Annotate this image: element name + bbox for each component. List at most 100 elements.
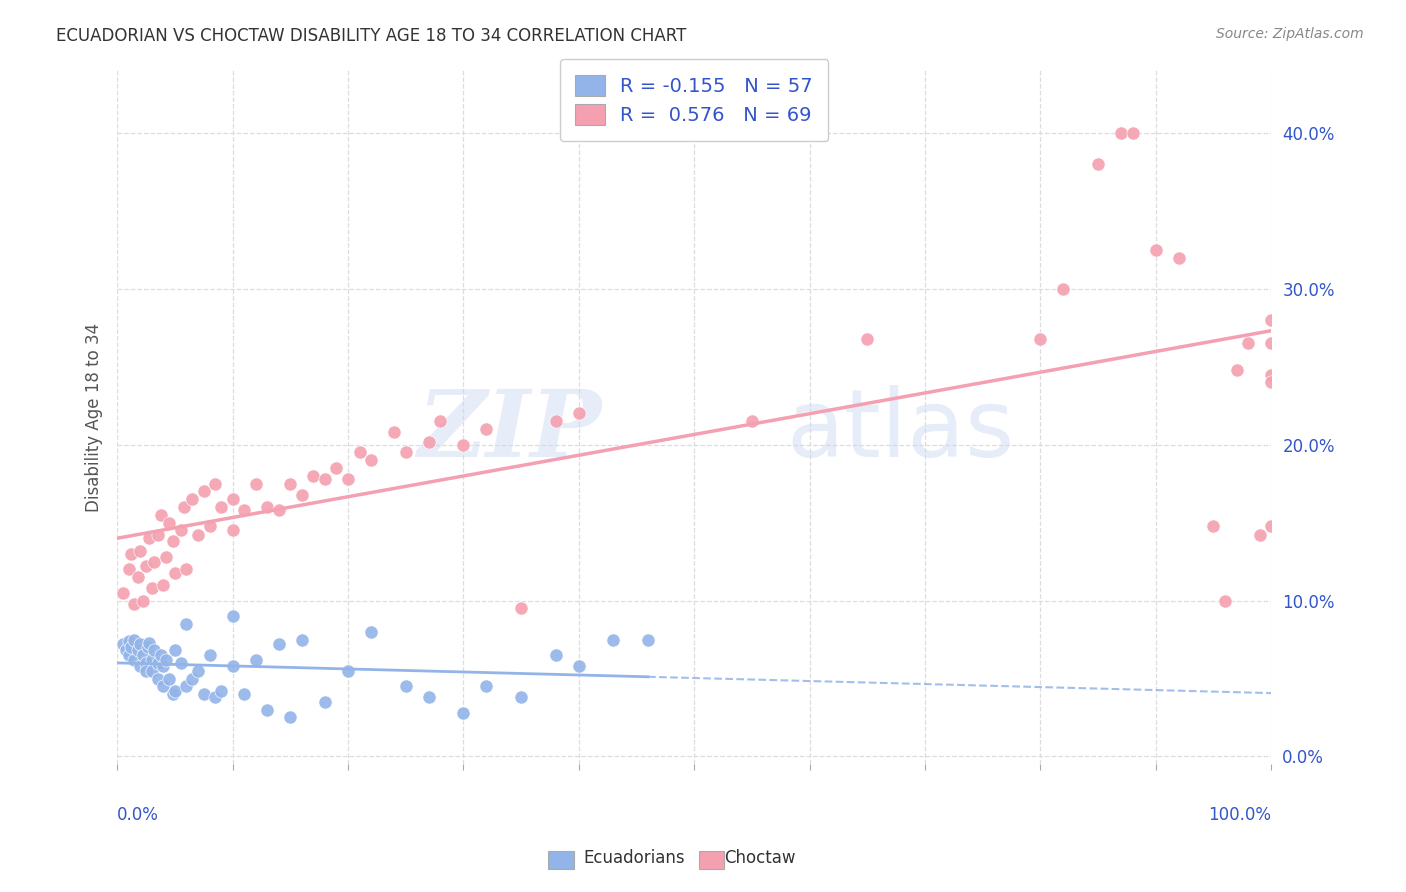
Point (143, 643, 166, 657)
Point (120, 547, 142, 561)
Point (146, 656, 169, 670)
Point (325, 461, 347, 475)
Point (291, 632, 314, 647)
Point (349, 445, 371, 459)
Point (163, 643, 186, 657)
Point (124, 653, 146, 667)
Point (127, 570, 149, 584)
Point (475, 422, 498, 436)
Point (141, 664, 163, 678)
Point (221, 524, 243, 538)
Point (152, 659, 174, 673)
Point (1122, 126, 1144, 140)
Point (1202, 518, 1225, 533)
Point (568, 407, 591, 421)
Point (141, 653, 163, 667)
Point (138, 635, 160, 649)
Point (135, 656, 157, 670)
Point (155, 549, 177, 564)
Point (181, 492, 204, 507)
Point (173, 500, 195, 514)
Text: Ecuadorians: Ecuadorians (583, 849, 685, 867)
Legend: R = -0.155   N = 57, R =  0.576   N = 69: R = -0.155 N = 57, R = 0.576 N = 69 (560, 60, 828, 141)
Point (602, 632, 624, 647)
Point (120, 640, 142, 655)
Text: Choctaw: Choctaw (724, 849, 796, 867)
Point (336, 472, 359, 486)
Point (111, 637, 134, 651)
Point (157, 672, 180, 686)
Point (162, 534, 184, 549)
Point (233, 503, 256, 517)
Point (221, 609, 243, 624)
Point (256, 703, 278, 717)
Point (1109, 126, 1132, 140)
Point (302, 468, 325, 483)
Point (395, 445, 418, 459)
Point (150, 648, 173, 662)
Point (314, 472, 336, 486)
Point (429, 414, 451, 428)
Point (198, 648, 221, 662)
Point (360, 453, 382, 467)
Point (163, 684, 186, 698)
Point (418, 690, 440, 705)
Point (146, 672, 169, 686)
Point (129, 543, 152, 558)
Point (115, 643, 138, 657)
Point (1260, 518, 1282, 533)
Point (187, 664, 209, 678)
Point (278, 476, 301, 491)
Point (360, 624, 382, 639)
Point (162, 687, 184, 701)
Point (1260, 336, 1282, 351)
Point (1167, 251, 1189, 265)
Point (176, 679, 198, 693)
Point (138, 640, 160, 655)
Point (475, 679, 498, 693)
Text: 0.0%: 0.0% (117, 805, 159, 824)
Point (181, 672, 204, 686)
Point (314, 695, 336, 709)
Point (267, 503, 290, 517)
Point (256, 500, 278, 514)
Point (198, 518, 221, 533)
Point (1029, 332, 1052, 346)
Point (118, 634, 141, 648)
Point (141, 581, 163, 595)
Point (163, 566, 186, 580)
Point (209, 684, 232, 698)
Point (267, 637, 290, 651)
Point (278, 710, 301, 724)
Point (233, 687, 256, 701)
Point (176, 562, 198, 576)
Point (510, 601, 533, 615)
Text: ECUADORIAN VS CHOCTAW DISABILITY AGE 18 TO 34 CORRELATION CHART: ECUADORIAN VS CHOCTAW DISABILITY AGE 18 … (56, 27, 686, 45)
Point (221, 492, 243, 507)
Point (131, 593, 153, 607)
Point (856, 332, 879, 346)
Point (155, 653, 177, 667)
Text: ZIP: ZIP (418, 386, 602, 476)
Point (111, 586, 134, 600)
Point (395, 679, 418, 693)
Point (1260, 368, 1282, 382)
Point (544, 648, 567, 662)
Point (204, 690, 226, 705)
Point (169, 524, 191, 538)
Point (193, 687, 215, 701)
Point (152, 679, 174, 693)
Point (187, 528, 209, 542)
Point (135, 664, 157, 678)
Point (1225, 363, 1247, 377)
Point (176, 616, 198, 631)
Point (127, 643, 149, 657)
Point (135, 559, 157, 574)
Point (1213, 593, 1236, 607)
Point (1052, 282, 1074, 296)
Point (157, 516, 180, 530)
Point (138, 531, 160, 545)
Point (245, 476, 267, 491)
Point (1237, 336, 1260, 351)
Point (204, 476, 226, 491)
